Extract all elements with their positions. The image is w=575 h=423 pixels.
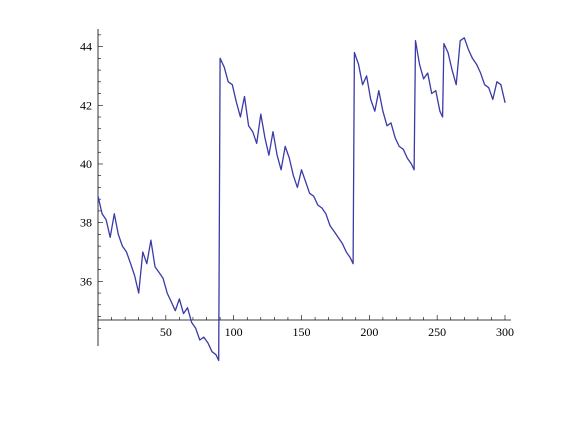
y-tick-label: 44 [80,40,92,54]
y-tick-label: 36 [80,274,92,288]
x-tick-label: 300 [496,325,514,339]
x-tick-label: 250 [428,325,446,339]
x-tick-label: 100 [225,325,243,339]
x-tick-label: 50 [160,325,172,339]
plot-area [97,37,506,362]
y-tick-label: 42 [80,98,92,112]
series-line [97,37,506,362]
x-tick-label: 200 [360,325,378,339]
ticks: 50 100 150 200 250 300 36 38 40 42 44 [80,34,514,339]
x-tick-label: 150 [293,325,311,339]
y-tick-label: 40 [80,157,92,171]
y-tick-label: 38 [80,216,92,230]
axes [97,29,511,346]
